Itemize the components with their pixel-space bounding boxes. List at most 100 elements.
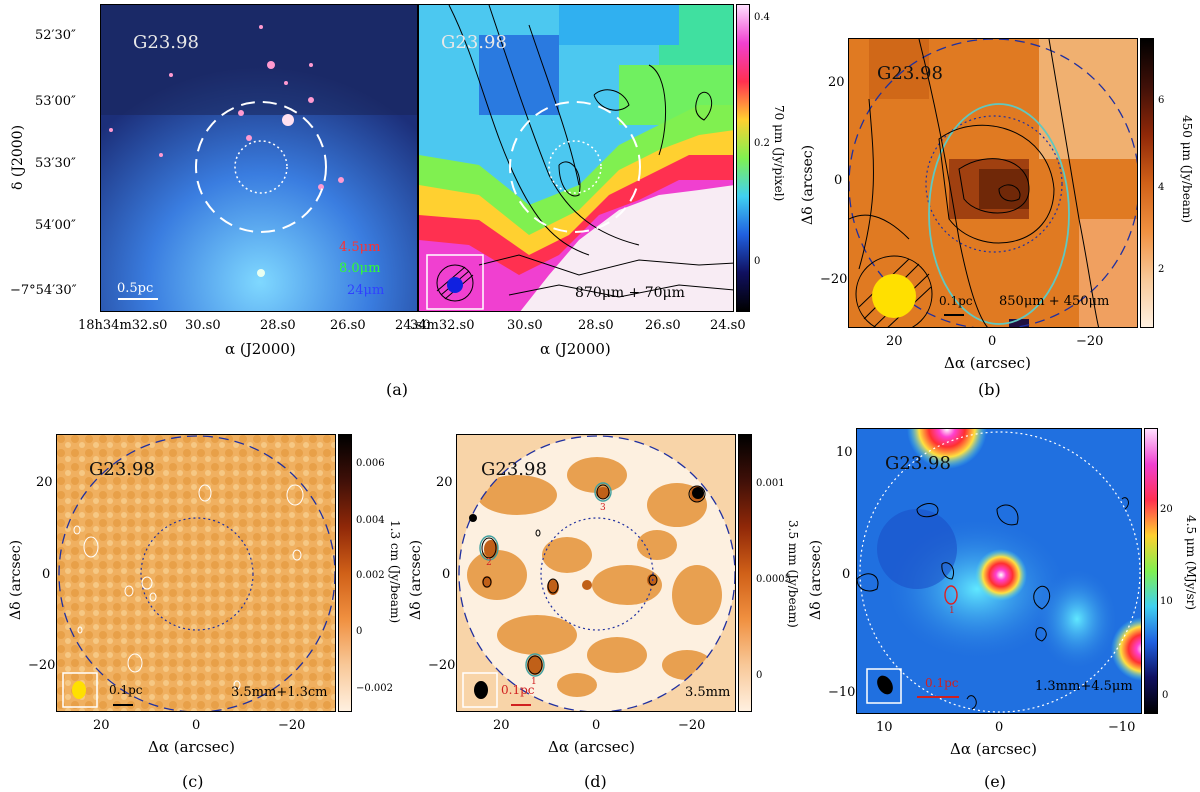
panel-c-image: G23.98 3.5mm+1.3cm 0.1pc (56, 434, 336, 712)
panel-a-right-title: G23.98 (441, 32, 507, 53)
colorbar-70um (736, 4, 750, 312)
d-ytick-3: −20 (428, 658, 456, 673)
panel-e-title: G23.98 (885, 453, 951, 474)
cbar-d-label: 3.5 mm (Jy/beam) (786, 520, 800, 628)
panel-d-image: G23.98 3.5mm 0.1pc 1 2 3 (456, 434, 736, 712)
e-ytick-2: 0 (842, 567, 851, 582)
panel-c-scalebar-label: 0.1pc (109, 683, 143, 697)
c-ytick-2: 0 (42, 567, 51, 582)
e-ytick-3: −10 (828, 685, 856, 700)
ra-tick-1: 18h34m32.s0 (78, 318, 168, 333)
source-label-3: 3 (600, 503, 606, 513)
cbar-c-tick-1: 0.006 (356, 458, 385, 469)
panel-e-image: G23.98 1.3mm+4.5μm 0.1pc 1 (856, 428, 1142, 714)
c-ytick-1: 20 (36, 475, 53, 490)
dec-tick-2: 53′00″ (35, 94, 76, 109)
d-xtick-2: 0 (592, 718, 601, 733)
c-xlabel: Δα (arcsec) (148, 738, 235, 756)
e-ylabel: Δδ (arcsec) (808, 539, 824, 620)
cbar-d-tick-2: 0.0005 (756, 574, 791, 585)
dec-tick-4: 54′00″ (35, 218, 76, 233)
b-xlabel: Δα (arcsec) (944, 354, 1031, 372)
colorbar-450um (1140, 38, 1154, 328)
e-xlabel: Δα (arcsec) (950, 740, 1037, 758)
ra-tick-4: 26.s0 (330, 318, 366, 333)
ra-right-tick-5: 24.s0 (710, 318, 746, 333)
c-ylabel: Δδ (arcsec) (8, 539, 24, 620)
cbar-d-tick-1: 0.001 (756, 478, 785, 489)
cbar-e-tick-2: 10 (1160, 596, 1173, 607)
cbar-c-tick-4: 0 (356, 626, 363, 637)
c-ytick-3: −20 (28, 658, 56, 673)
c-xtick-1: 20 (93, 718, 110, 733)
cbar-b-tick-1: 6 (1158, 95, 1165, 106)
d-xtick-1: 20 (493, 718, 510, 733)
c-xtick-2: 0 (192, 718, 201, 733)
e-xtick-2: 0 (995, 720, 1004, 735)
e-xtick-3: −10 (1108, 720, 1136, 735)
b-ytick-1: 20 (828, 75, 845, 90)
caption-c: (c) (182, 772, 204, 791)
ra-right-tick-4: 26.s0 (645, 318, 681, 333)
cbar-b-tick-2: 4 (1158, 182, 1165, 193)
b-ytick-2: 0 (834, 173, 843, 188)
cbar-b-label: 450 μm (Jy/beam) (1180, 115, 1194, 224)
panel-e-source-label: 1 (949, 606, 955, 616)
caption-e: (e) (984, 772, 1006, 791)
band-label-24um: 24μm (347, 283, 385, 298)
e-ytick-1: 10 (836, 445, 853, 460)
cbar-a-tick-1: 0.4 (754, 12, 770, 23)
panel-e-scalebar-label: 0.1pc (925, 676, 959, 690)
e-xtick-1: 10 (876, 720, 893, 735)
panel-c-legend: 3.5mm+1.3cm (231, 685, 328, 700)
ra-tick-2: 30.s0 (185, 318, 221, 333)
cbar-a-tick-3: 0 (754, 256, 761, 267)
panel-a-left-title: G23.98 (133, 32, 199, 53)
cbar-d-tick-3: 0 (756, 670, 763, 681)
caption-a: (a) (386, 380, 409, 399)
d-ytick-2: 0 (442, 567, 451, 582)
cbar-e-tick-3: 0 (1162, 690, 1169, 701)
d-ylabel: Δδ (arcsec) (408, 539, 424, 620)
cbar-c-tick-5: −0.002 (356, 683, 394, 694)
cbar-c-label: 1.3 cm (Jy/beam) (388, 520, 402, 624)
b-xtick-3: −20 (1076, 334, 1104, 349)
panel-d-title: G23.98 (481, 459, 547, 480)
d-ytick-1: 20 (436, 475, 453, 490)
panel-b-legend: 850μm + 450μm (999, 294, 1110, 309)
cbar-e-tick-1: 20 (1160, 504, 1173, 515)
d-xlabel: Δα (arcsec) (548, 738, 635, 756)
ra-right-tick-2: 30.s0 (507, 318, 543, 333)
b-xtick-1: 20 (886, 334, 903, 349)
c-xtick-3: −20 (278, 718, 306, 733)
source-label-1: 1 (531, 677, 537, 687)
panel-b-image: G23.98 850μm + 450μm 0.1pc (848, 38, 1138, 328)
b-ylabel: Δδ (arcsec) (800, 144, 816, 225)
b-ytick-3: −20 (820, 272, 848, 287)
band-label-8um: 8.0μm (339, 261, 381, 276)
cbar-a-tick-2: 0.2 (754, 138, 770, 149)
panel-d-legend: 3.5mm (685, 685, 731, 700)
source-label-2: 2 (486, 558, 492, 568)
colorbar-1-3cm (338, 434, 352, 712)
ra-tick-3: 28.s0 (260, 318, 296, 333)
cbar-c-tick-2: 0.004 (356, 515, 385, 526)
cbar-a-label: 70 μm (Jy/pixel) (772, 105, 786, 202)
cbar-b-tick-3: 2 (1158, 264, 1165, 275)
ra-axis-label-left: α (J2000) (225, 340, 296, 358)
ra-right-tick-3: 28.s0 (578, 318, 614, 333)
panel-b-scalebar-label: 0.1pc (939, 294, 973, 308)
dec-tick-5: −7°54′30″ (10, 283, 77, 298)
panel-a-left-image: G23.98 4.5μm 8.0μm 24μm 0.5pc (100, 4, 418, 312)
band-label-4-5um: 4.5μm (339, 240, 381, 255)
ra-axis-label-right: α (J2000) (540, 340, 611, 358)
d-xtick-3: −20 (678, 718, 706, 733)
panel-a-right-legend: 870μm + 70μm (575, 285, 685, 301)
panel-d-scalebar-label: 0.1pc (501, 683, 535, 697)
scalebar-label: 0.5pc (117, 281, 154, 296)
panel-a-right-image: G23.98 870μm + 70μm (418, 4, 734, 312)
panel-b-title: G23.98 (877, 63, 943, 84)
ra-tick-5: 24.s0 (395, 318, 431, 333)
b-xtick-2: 0 (988, 334, 997, 349)
caption-b: (b) (978, 380, 1001, 399)
